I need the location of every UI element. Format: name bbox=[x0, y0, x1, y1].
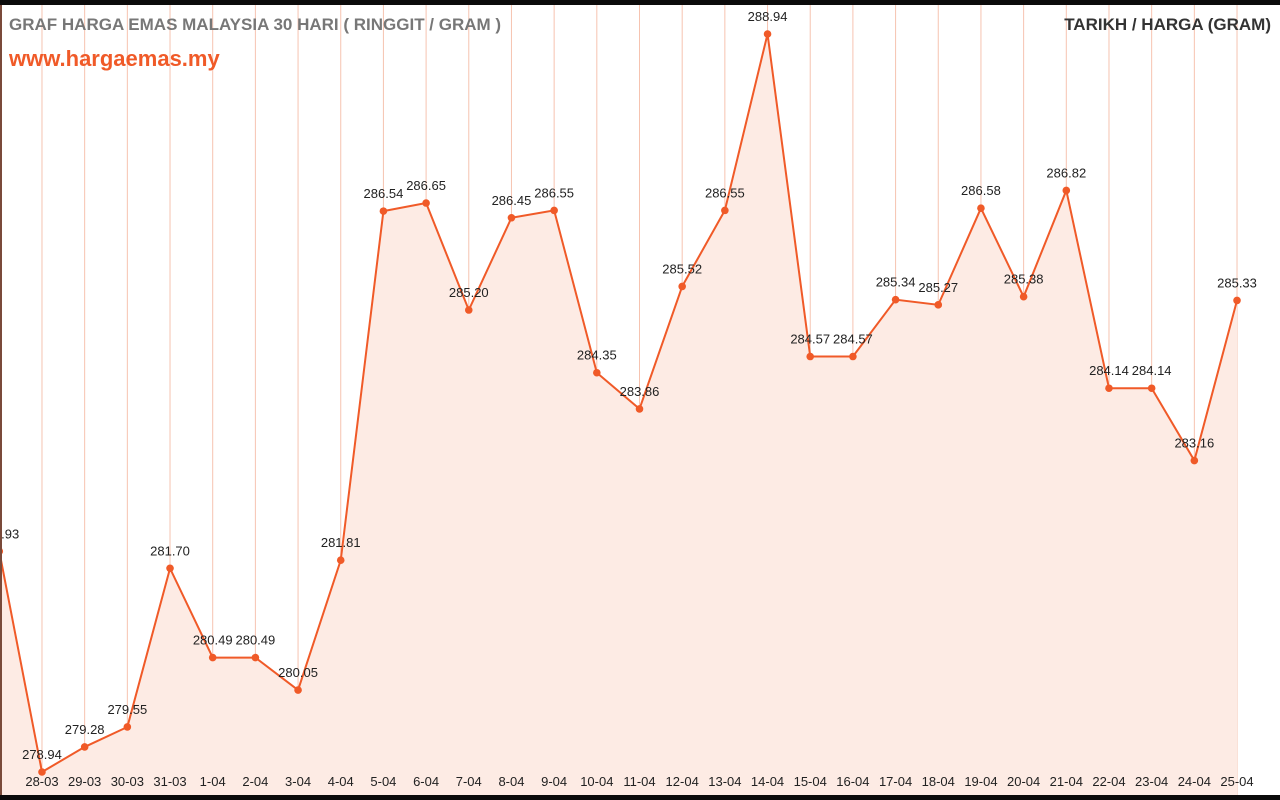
x-tick-label: 31-03 bbox=[153, 774, 186, 789]
data-point bbox=[1019, 292, 1028, 301]
data-point bbox=[763, 30, 772, 38]
data-label: 283.86 bbox=[620, 384, 660, 399]
data-point bbox=[1147, 384, 1156, 393]
data-label: 286.65 bbox=[406, 178, 446, 193]
x-tick-label: 17-04 bbox=[879, 774, 912, 789]
data-label: 285.34 bbox=[876, 275, 916, 290]
chart-area: 281.93 278.94 28-03 279.28 29-03 279.55 30-03 2… bbox=[0, 5, 1280, 795]
data-point bbox=[849, 352, 857, 361]
x-tick-label: 3-04 bbox=[285, 774, 311, 789]
data-label: 284.14 bbox=[1089, 363, 1129, 378]
data-label: 285.33 bbox=[1217, 275, 1257, 290]
x-tick-label: 18-04 bbox=[922, 774, 955, 789]
x-tick-label: 1-04 bbox=[200, 774, 226, 789]
x-tick-label: 2-04 bbox=[242, 774, 268, 789]
data-label: 284.57 bbox=[833, 332, 873, 347]
data-point bbox=[934, 301, 943, 309]
x-tick-label: 8-04 bbox=[498, 774, 524, 789]
x-tick-label: 12-04 bbox=[666, 774, 699, 789]
data-point bbox=[422, 199, 430, 207]
data-point bbox=[166, 564, 174, 573]
data-label: 285.27 bbox=[918, 280, 958, 295]
data-label: 285.38 bbox=[1004, 272, 1044, 287]
x-tick-label: 9-04 bbox=[541, 774, 567, 789]
x-tick-label: 28-03 bbox=[25, 774, 58, 789]
x-tick-label: 19-04 bbox=[964, 774, 997, 789]
x-tick-label: 6-04 bbox=[413, 774, 439, 789]
data-label: 281.93 bbox=[0, 526, 19, 541]
data-label: 284.14 bbox=[1132, 363, 1172, 378]
data-point bbox=[464, 306, 473, 314]
x-tick-label: 11-04 bbox=[623, 774, 655, 789]
data-label: 280.49 bbox=[193, 633, 233, 648]
legend-label: TARIKH / HARGA (GRAM) bbox=[1064, 15, 1271, 34]
data-label: 284.57 bbox=[790, 332, 830, 347]
data-label: 284.35 bbox=[577, 348, 617, 363]
data-point bbox=[550, 206, 558, 215]
website-link[interactable]: www.hargaemas.my bbox=[9, 46, 220, 71]
data-label: 281.81 bbox=[321, 535, 361, 550]
x-tick-label: 30-03 bbox=[111, 774, 144, 789]
x-tick-label: 16-04 bbox=[836, 774, 869, 789]
data-point bbox=[1062, 186, 1071, 195]
data-point bbox=[1233, 296, 1241, 305]
series-line bbox=[0, 33, 1238, 774]
data-label: 279.28 bbox=[65, 722, 105, 737]
chart-title: GRAF HARGA EMAS MALAYSIA 30 HARI ( RINGG… bbox=[9, 15, 502, 34]
data-point bbox=[721, 206, 729, 215]
data-label: 280.05 bbox=[278, 665, 318, 680]
data-point bbox=[208, 653, 217, 662]
data-point bbox=[507, 213, 516, 222]
x-tick-label: 24-04 bbox=[1178, 774, 1211, 789]
x-tick-label: 29-03 bbox=[68, 774, 101, 789]
x-tick-label: 13-04 bbox=[708, 774, 741, 789]
data-label: 286.55 bbox=[534, 185, 574, 200]
data-point bbox=[38, 768, 46, 776]
x-tick-label: 4-04 bbox=[328, 774, 354, 789]
data-point bbox=[336, 556, 345, 564]
data-label: 285.52 bbox=[662, 261, 702, 276]
data-label: 280.49 bbox=[235, 633, 275, 648]
data-label: 286.58 bbox=[961, 183, 1001, 198]
data-point bbox=[294, 686, 302, 694]
data-point bbox=[891, 295, 900, 304]
x-tick-label: 22-04 bbox=[1092, 774, 1125, 789]
data-point bbox=[1105, 384, 1113, 393]
data-label: 285.20 bbox=[449, 285, 489, 300]
data-label: 279.55 bbox=[107, 702, 147, 717]
data-point bbox=[251, 653, 260, 662]
x-tick-label: 7-04 bbox=[456, 774, 482, 789]
area-chart: 281.93 278.94 28-03 279.28 29-03 279.55 30-03 2… bbox=[0, 5, 1257, 795]
data-point bbox=[678, 282, 686, 291]
left-border bbox=[0, 5, 2, 795]
x-tick-label: 23-04 bbox=[1135, 774, 1168, 789]
x-tick-label: 20-04 bbox=[1007, 774, 1040, 789]
data-label: 278.94 bbox=[22, 747, 62, 762]
x-tick-label: 21-04 bbox=[1050, 774, 1083, 789]
data-point bbox=[1190, 456, 1199, 465]
x-tick-label: 5-04 bbox=[370, 774, 396, 789]
x-tick-label: 25-04 bbox=[1220, 774, 1253, 789]
data-label: 283.16 bbox=[1174, 436, 1214, 451]
area-fill bbox=[0, 34, 1238, 795]
data-label: 286.45 bbox=[492, 193, 532, 208]
data-label: 281.70 bbox=[150, 543, 190, 558]
data-label: 288.94 bbox=[748, 9, 788, 24]
data-point bbox=[593, 368, 601, 377]
data-point bbox=[80, 743, 89, 751]
data-point bbox=[123, 723, 132, 731]
data-label: 286.55 bbox=[705, 185, 745, 200]
data-point bbox=[379, 207, 388, 215]
data-point bbox=[635, 405, 644, 413]
data-label: 286.54 bbox=[364, 186, 404, 201]
x-tick-label: 15-04 bbox=[794, 774, 827, 789]
data-point bbox=[806, 352, 815, 361]
x-tick-label: 14-04 bbox=[751, 774, 784, 789]
data-label: 286.82 bbox=[1046, 165, 1086, 180]
x-tick-label: 10-04 bbox=[580, 774, 613, 789]
data-point bbox=[977, 204, 985, 212]
